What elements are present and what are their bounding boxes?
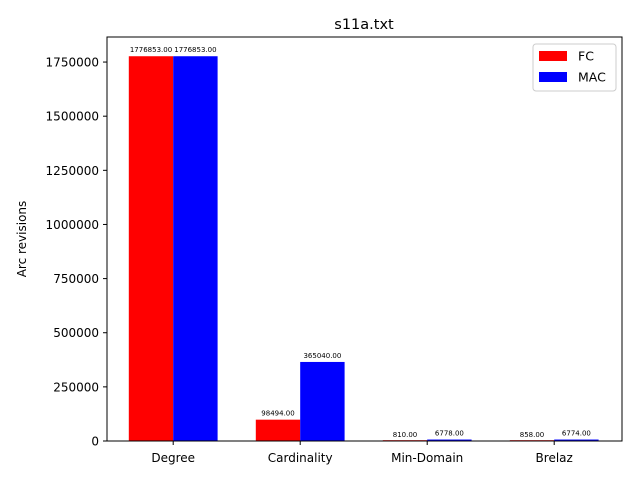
legend-label-fc: FC [578,49,594,64]
value-labels-group: 1776853.00 1776853.00 98494.00 365040.00 810… [130,46,591,439]
data-label-mac-degree: 1776853.00 [174,46,216,54]
bar-mac-brelaz [554,439,599,441]
y-tick-label: 1750000 [46,56,99,70]
bar-mac-degree [173,56,218,441]
y-tick-label: 1500000 [46,110,99,124]
y-tick-label: 1000000 [46,218,99,232]
x-tick-label-brelaz: Brelaz [536,451,573,465]
bar-fc-degree [128,56,174,441]
data-label-fc-degree: 1776853.00 [130,46,172,54]
legend: FC MAC [532,43,617,92]
y-tick-label: 250000 [53,380,99,394]
y-axis-label: Arc revisions [15,201,29,278]
y-tick-label: 0 [91,435,99,449]
x-tick-label-min-domain: Min-Domain [391,451,463,465]
data-label-mac-brelaz: 6774.00 [562,430,591,438]
data-label-mac-cardinality: 365040.00 [303,352,341,360]
y-axis: 0 250000 500000 750000 1000000 1250000 1500000… [46,56,107,449]
bar-mac-min-domain [427,439,472,441]
data-label-fc-min-domain: 810.00 [393,431,418,439]
bar-mac-cardinality [300,361,345,441]
bar-fc-cardinality [255,419,301,441]
y-tick-label: 750000 [53,272,99,286]
legend-swatch-mac [539,72,567,82]
y-tick-label: 500000 [53,326,99,340]
bars-group [128,56,599,441]
chart-title: s11a.txt [334,17,394,33]
y-tick-label: 1250000 [46,164,99,178]
x-tick-label-cardinality: Cardinality [268,451,333,465]
x-axis: Degree Cardinality Min-Domain Brelaz [151,441,573,465]
plot-frame [106,36,623,442]
legend-label-mac: MAC [578,70,606,85]
data-label-fc-cardinality: 98494.00 [261,410,294,418]
data-label-fc-brelaz: 858.00 [520,431,545,439]
data-label-mac-min-domain: 6778.00 [435,430,464,438]
legend-swatch-fc [539,51,567,61]
x-tick-label-degree: Degree [151,451,195,465]
